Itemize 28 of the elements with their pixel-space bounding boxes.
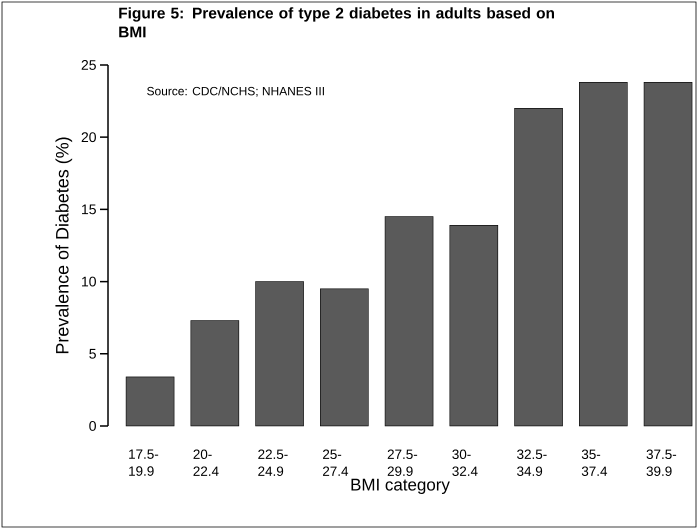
- bar: [644, 82, 692, 426]
- bar: [514, 108, 563, 426]
- y-tick-label: 20: [82, 132, 96, 142]
- y-tick-label: 10: [82, 276, 96, 287]
- y-tick-label: 0: [89, 421, 96, 431]
- bar: [384, 216, 434, 426]
- bar: [579, 82, 628, 426]
- bar: [255, 281, 304, 426]
- x-tick-label: 30-32.4: [452, 450, 478, 476]
- chart-title: Figure 5: Prevalence of type 2 diabetes in adults based on BMI: [119, 7, 554, 38]
- annotation: Source: CDC/NCHS; NHANES III: [147, 86, 324, 97]
- x-tick-label: 32.5-34.9: [517, 450, 547, 476]
- x-tick-label: 20-22.4: [194, 450, 219, 476]
- y-axis-title: Prevalence of Diabetes (%): [55, 138, 72, 354]
- x-tick-label: 17.5-19.9: [129, 450, 158, 476]
- bar: [450, 224, 498, 426]
- x-tick-label: 25-27.4: [323, 450, 348, 476]
- y-tick-label: 15: [82, 204, 96, 214]
- x-axis-title: BMI category: [352, 478, 450, 494]
- bar: [320, 288, 369, 426]
- bar: [126, 376, 174, 426]
- bar: [190, 320, 240, 426]
- x-tick-label: 27.5-29.9: [388, 450, 418, 476]
- y-tick-label: 5: [89, 348, 96, 359]
- x-tick-label: 37.5-39.9: [646, 450, 676, 476]
- x-tick-label: 22.5-24.9: [258, 450, 288, 476]
- y-tick-label: 25: [82, 60, 96, 70]
- x-tick-label: 35-37.4: [582, 450, 608, 476]
